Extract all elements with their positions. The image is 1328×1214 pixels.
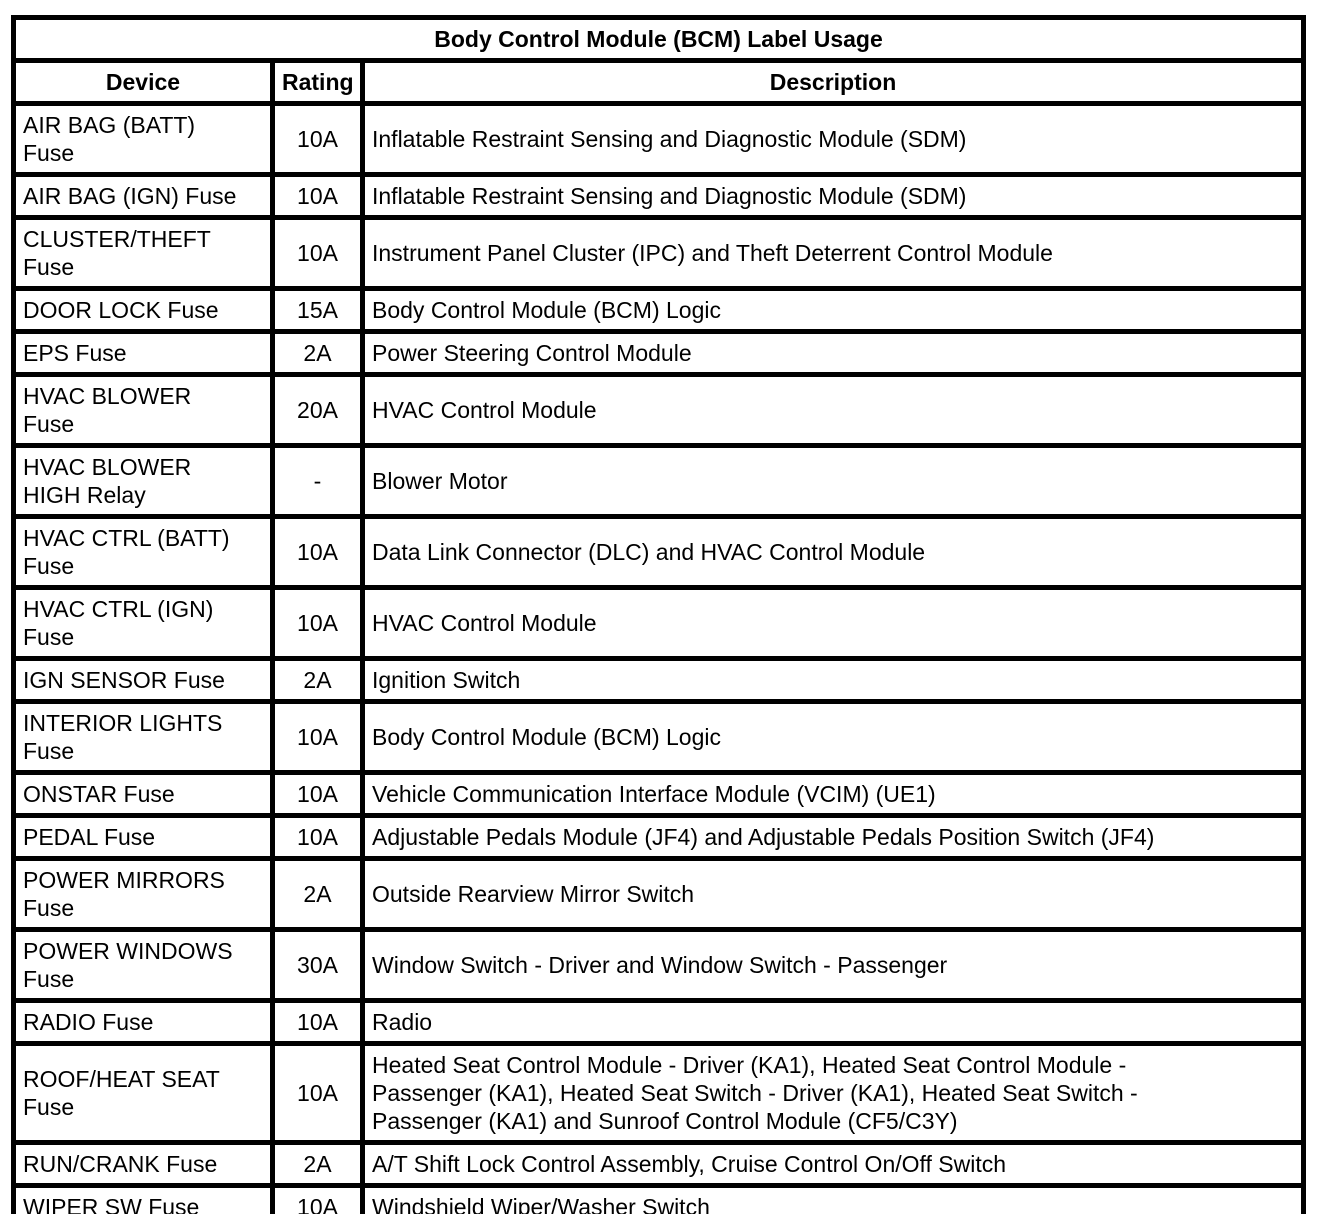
- column-header-device: Device: [11, 58, 275, 106]
- description-cell: Body Control Module (BCM) Logic: [359, 699, 1307, 775]
- column-header-rating: Rating: [270, 58, 365, 106]
- device-cell: AIR BAG (BATT) Fuse: [11, 101, 275, 177]
- device-cell: ONSTAR Fuse: [11, 770, 275, 818]
- device-cell: IGN SENSOR Fuse: [11, 656, 275, 704]
- table-row: EPS Fuse 2A Power Steering Control Modul…: [11, 329, 1307, 377]
- description-cell: Data Link Connector (DLC) and HVAC Contr…: [359, 514, 1307, 590]
- table-title: Body Control Module (BCM) Label Usage: [10, 15, 1307, 63]
- table-row: HVAC CTRL (IGN) Fuse 10A HVAC Control Mo…: [11, 585, 1307, 661]
- table-row: WIPER SW Fuse 10A Windshield Wiper/Washe…: [11, 1183, 1307, 1214]
- device-cell: HVAC BLOWER Fuse: [11, 372, 275, 448]
- description-cell: Vehicle Communication Interface Module (…: [359, 770, 1307, 818]
- table-row: POWER MIRRORS Fuse 2A Outside Rearview M…: [11, 856, 1307, 932]
- device-cell: HVAC CTRL (BATT) Fuse: [11, 514, 275, 590]
- description-cell: Inflatable Restraint Sensing and Diagnos…: [359, 101, 1307, 177]
- table-row: RUN/CRANK Fuse 2A A/T Shift Lock Control…: [11, 1140, 1307, 1188]
- table-title-row: Body Control Module (BCM) Label Usage: [10, 15, 1307, 63]
- rating-cell: 10A: [270, 998, 365, 1046]
- device-cell: HVAC CTRL (IGN) Fuse: [11, 585, 275, 661]
- rating-cell: 2A: [270, 856, 365, 932]
- rating-cell: 30A: [270, 927, 365, 1003]
- column-header-description: Description: [359, 58, 1307, 106]
- device-cell: CLUSTER/THEFT Fuse: [11, 215, 275, 291]
- table-row: POWER WINDOWS Fuse 30A Window Switch - D…: [11, 927, 1307, 1003]
- table-header-row: Device Rating Description: [11, 58, 1307, 106]
- table-row: DOOR LOCK Fuse 15A Body Control Module (…: [11, 286, 1307, 334]
- table-row: INTERIOR LIGHTS Fuse 10A Body Control Mo…: [11, 699, 1307, 775]
- description-cell: Inflatable Restraint Sensing and Diagnos…: [359, 172, 1307, 220]
- description-cell: Ignition Switch: [359, 656, 1307, 704]
- rating-cell: 10A: [270, 770, 365, 818]
- description-cell: Windshield Wiper/Washer Switch: [359, 1183, 1307, 1214]
- table-row: AIR BAG (IGN) Fuse 10A Inflatable Restra…: [11, 172, 1307, 220]
- table-row: HVAC BLOWER HIGH Relay - Blower Motor: [11, 443, 1307, 519]
- table-row: CLUSTER/THEFT Fuse 10A Instrument Panel …: [11, 215, 1307, 291]
- description-cell: Heated Seat Control Module - Driver (KA1…: [359, 1041, 1307, 1145]
- rating-cell: 15A: [270, 286, 365, 334]
- rating-cell: 10A: [270, 172, 365, 220]
- device-cell: RADIO Fuse: [11, 998, 275, 1046]
- device-cell: EPS Fuse: [11, 329, 275, 377]
- rating-cell: 10A: [270, 514, 365, 590]
- table-row: HVAC CTRL (BATT) Fuse 10A Data Link Conn…: [11, 514, 1307, 590]
- device-cell: DOOR LOCK Fuse: [11, 286, 275, 334]
- device-cell: HVAC BLOWER HIGH Relay: [11, 443, 275, 519]
- table-row: ONSTAR Fuse 10A Vehicle Communication In…: [11, 770, 1307, 818]
- description-cell: Window Switch - Driver and Window Switch…: [359, 927, 1307, 1003]
- description-cell: Adjustable Pedals Module (JF4) and Adjus…: [359, 813, 1307, 861]
- rating-cell: -: [270, 443, 365, 519]
- table-row: ROOF/HEAT SEAT Fuse 10A Heated Seat Cont…: [11, 1041, 1307, 1145]
- table-body: AIR BAG (BATT) Fuse 10A Inflatable Restr…: [11, 101, 1307, 1214]
- device-cell: POWER MIRRORS Fuse: [11, 856, 275, 932]
- table-row: AIR BAG (BATT) Fuse 10A Inflatable Restr…: [11, 101, 1307, 177]
- table-row: PEDAL Fuse 10A Adjustable Pedals Module …: [11, 813, 1307, 861]
- description-cell: Instrument Panel Cluster (IPC) and Theft…: [359, 215, 1307, 291]
- description-cell: Radio: [359, 998, 1307, 1046]
- description-cell: Body Control Module (BCM) Logic: [359, 286, 1307, 334]
- device-cell: AIR BAG (IGN) Fuse: [11, 172, 275, 220]
- rating-cell: 10A: [270, 101, 365, 177]
- bcm-label-usage-table: Body Control Module (BCM) Label Usage De…: [10, 15, 1307, 1214]
- device-cell: RUN/CRANK Fuse: [11, 1140, 275, 1188]
- rating-cell: 10A: [270, 699, 365, 775]
- device-cell: POWER WINDOWS Fuse: [11, 927, 275, 1003]
- rating-cell: 20A: [270, 372, 365, 448]
- rating-cell: 2A: [270, 1140, 365, 1188]
- description-cell: A/T Shift Lock Control Assembly, Cruise …: [359, 1140, 1307, 1188]
- table-row: RADIO Fuse 10A Radio: [11, 998, 1307, 1046]
- table-row: IGN SENSOR Fuse 2A Ignition Switch: [11, 656, 1307, 704]
- description-cell: Blower Motor: [359, 443, 1307, 519]
- table-row: HVAC BLOWER Fuse 20A HVAC Control Module: [11, 372, 1307, 448]
- device-cell: ROOF/HEAT SEAT Fuse: [11, 1041, 275, 1145]
- rating-cell: 2A: [270, 329, 365, 377]
- rating-cell: 10A: [270, 215, 365, 291]
- description-cell: HVAC Control Module: [359, 372, 1307, 448]
- device-cell: PEDAL Fuse: [11, 813, 275, 861]
- rating-cell: 10A: [270, 813, 365, 861]
- device-cell: INTERIOR LIGHTS Fuse: [11, 699, 275, 775]
- rating-cell: 10A: [270, 1183, 365, 1214]
- description-cell: Power Steering Control Module: [359, 329, 1307, 377]
- description-cell: HVAC Control Module: [359, 585, 1307, 661]
- rating-cell: 10A: [270, 585, 365, 661]
- rating-cell: 2A: [270, 656, 365, 704]
- rating-cell: 10A: [270, 1041, 365, 1145]
- description-cell: Outside Rearview Mirror Switch: [359, 856, 1307, 932]
- device-cell: WIPER SW Fuse: [11, 1183, 275, 1214]
